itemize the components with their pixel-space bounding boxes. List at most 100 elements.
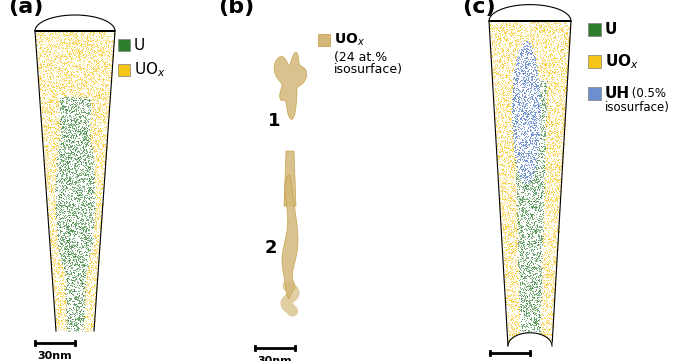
Point xyxy=(88,224,99,230)
Point xyxy=(505,32,516,38)
Point xyxy=(506,23,517,29)
Point xyxy=(505,321,516,327)
Point xyxy=(556,182,566,188)
Point xyxy=(527,181,538,187)
Point xyxy=(507,142,518,148)
Point xyxy=(78,125,89,131)
Point xyxy=(538,109,549,114)
Point xyxy=(90,146,101,152)
Point xyxy=(503,119,514,125)
Point xyxy=(70,119,81,125)
Point xyxy=(55,87,66,92)
Point xyxy=(499,255,510,261)
Point xyxy=(99,61,110,67)
Point xyxy=(537,312,548,317)
Point xyxy=(90,284,101,290)
Point xyxy=(51,120,62,126)
Point xyxy=(56,191,67,197)
Point xyxy=(57,124,68,130)
Point xyxy=(543,74,554,79)
Point xyxy=(60,69,71,75)
Point xyxy=(541,158,552,164)
Point xyxy=(508,157,519,162)
Point xyxy=(540,197,551,203)
Point xyxy=(98,142,109,148)
Point xyxy=(45,124,56,130)
Point xyxy=(513,27,524,32)
Point xyxy=(553,207,564,213)
Point xyxy=(512,78,523,84)
Point xyxy=(60,263,71,269)
Point xyxy=(91,57,102,62)
Point xyxy=(548,142,559,148)
Point xyxy=(535,335,546,341)
Point xyxy=(79,270,90,276)
Point xyxy=(542,188,553,193)
Bar xyxy=(318,34,330,46)
Point xyxy=(57,133,68,139)
Point xyxy=(545,204,556,210)
Point xyxy=(548,62,559,68)
Point xyxy=(70,190,81,195)
Point xyxy=(66,250,77,256)
Point xyxy=(40,142,51,148)
Point xyxy=(540,166,551,171)
Point xyxy=(59,241,70,247)
Point xyxy=(61,149,72,155)
Point xyxy=(70,256,81,262)
Point xyxy=(62,59,73,65)
Point xyxy=(535,322,546,327)
Point xyxy=(506,275,516,280)
Point xyxy=(530,264,540,269)
Point xyxy=(564,18,575,24)
Point xyxy=(42,74,53,79)
Point xyxy=(56,38,67,44)
Point xyxy=(64,227,75,233)
Point xyxy=(532,138,543,144)
Point xyxy=(506,246,516,252)
Point xyxy=(516,273,527,278)
Point xyxy=(68,230,79,236)
Point xyxy=(505,332,516,338)
Point xyxy=(60,175,71,181)
Point xyxy=(546,87,557,92)
Point xyxy=(536,72,547,78)
Point xyxy=(542,273,553,279)
Point xyxy=(76,258,87,264)
Point xyxy=(541,123,552,129)
Point xyxy=(58,274,68,280)
Point xyxy=(550,117,561,123)
Point xyxy=(69,111,80,117)
Point xyxy=(552,172,563,178)
Point xyxy=(514,140,525,146)
Point xyxy=(536,178,547,184)
Point xyxy=(73,128,84,134)
Point xyxy=(78,224,89,230)
Point xyxy=(41,37,52,43)
Point xyxy=(67,113,78,119)
Point xyxy=(488,47,499,53)
Point xyxy=(549,255,560,261)
Point xyxy=(95,87,106,92)
Point xyxy=(543,114,553,120)
Point xyxy=(525,70,536,76)
Point xyxy=(84,221,95,226)
Point xyxy=(495,187,506,193)
Point xyxy=(58,232,68,238)
Point xyxy=(55,318,66,323)
Point xyxy=(74,85,85,91)
Point xyxy=(531,133,542,139)
Point xyxy=(529,154,540,160)
Point xyxy=(542,284,553,290)
Point xyxy=(522,141,533,147)
Point xyxy=(99,39,110,45)
Point xyxy=(88,44,99,50)
Point xyxy=(87,100,98,106)
Point xyxy=(496,45,507,51)
Point xyxy=(104,74,115,79)
Point xyxy=(529,227,540,232)
Point xyxy=(73,200,84,205)
Point xyxy=(527,166,538,171)
Point xyxy=(51,118,62,124)
Point xyxy=(80,320,91,326)
